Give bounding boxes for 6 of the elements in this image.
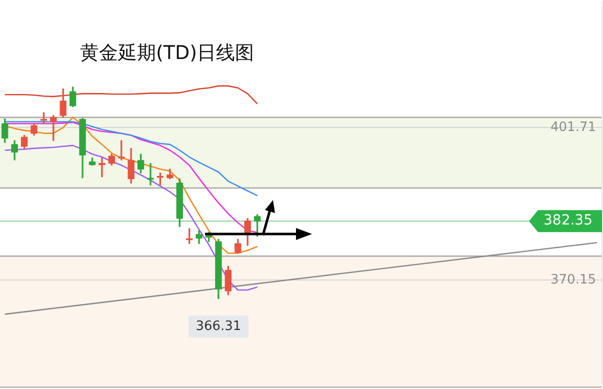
- annotation: 366.31: [196, 319, 242, 334]
- candlestick: [118, 140, 125, 160]
- ref-line-label: 382.35: [544, 212, 592, 229]
- text: 黄金延期(TD)日线图: [80, 42, 254, 64]
- y-tick-label: 401.71: [550, 120, 596, 135]
- y-tick-label: 370.15: [550, 272, 596, 288]
